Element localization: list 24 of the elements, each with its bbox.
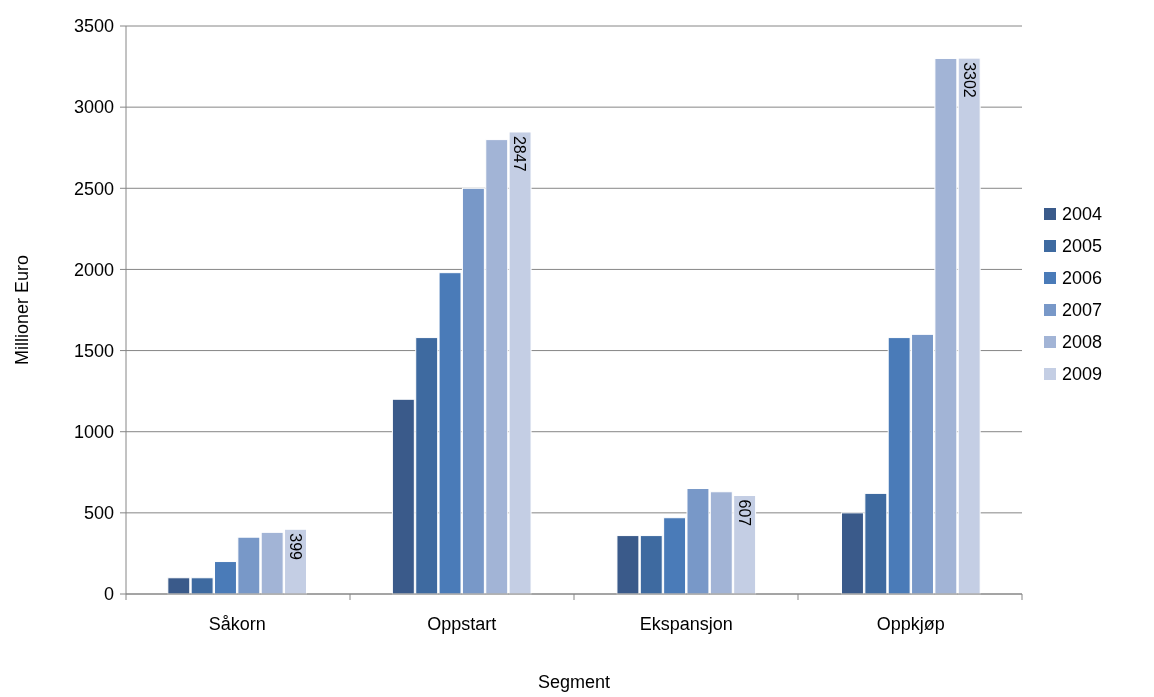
y-tick-label: 0 (103, 584, 114, 605)
y-axis-title: Millioner Euro (12, 254, 32, 366)
y-tick-label: 1000 (73, 422, 114, 443)
data-label: 3302 (960, 62, 978, 98)
y-tick-label: 3000 (73, 97, 114, 118)
legend-label: 2006 (1062, 268, 1103, 289)
y-tick-label: 2000 (73, 259, 114, 280)
data-label: 399 (286, 533, 304, 561)
x-tick-label: Oppstart (427, 614, 497, 634)
x-axis-title: Segment (537, 672, 611, 692)
data-label: 2847 (511, 135, 529, 172)
y-tick-label: 500 (83, 503, 114, 524)
legend-label: 2007 (1062, 300, 1103, 321)
legend-label: 2008 (1062, 332, 1103, 353)
y-tick-label: 1500 (73, 340, 114, 361)
x-tick-label: Ekspansjon (639, 614, 733, 634)
x-tick-label: Oppkjøp (876, 614, 945, 634)
y-tick-label: 3500 (73, 16, 114, 37)
x-tick-label: Såkorn (208, 614, 266, 634)
legend-label: 2005 (1062, 236, 1103, 257)
y-tick-label: 2500 (73, 178, 114, 199)
legend-label: 2004 (1062, 204, 1103, 225)
legend-label: 2009 (1062, 364, 1103, 385)
data-label: 607 (736, 499, 754, 527)
